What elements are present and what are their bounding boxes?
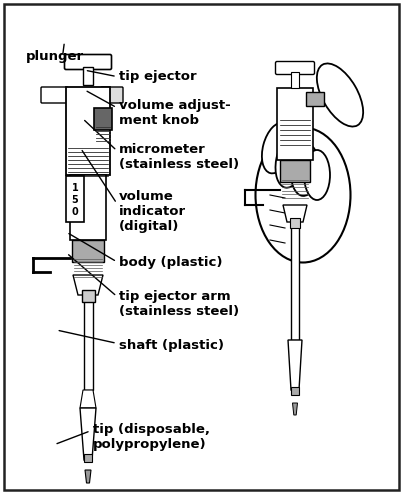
Ellipse shape: [276, 136, 305, 188]
Bar: [291, 222, 299, 340]
Bar: [70, 175, 106, 240]
Polygon shape: [283, 205, 307, 222]
FancyBboxPatch shape: [101, 87, 123, 103]
Bar: [66, 176, 84, 222]
Text: shaft (plastic): shaft (plastic): [119, 339, 224, 352]
Bar: [291, 387, 299, 395]
Text: tip ejector: tip ejector: [119, 70, 197, 83]
Text: 0: 0: [72, 207, 78, 217]
Text: 5: 5: [72, 195, 78, 205]
Text: body (plastic): body (plastic): [119, 256, 222, 269]
Text: plunger: plunger: [26, 50, 84, 63]
Bar: [277, 88, 313, 160]
FancyBboxPatch shape: [41, 87, 68, 103]
Ellipse shape: [256, 127, 351, 262]
Text: micrometer
(stainless steel): micrometer (stainless steel): [119, 143, 239, 171]
Text: volume
indicator
(digital): volume indicator (digital): [119, 190, 186, 233]
Ellipse shape: [291, 144, 319, 196]
Polygon shape: [73, 275, 103, 295]
Bar: [291, 72, 299, 88]
Bar: [84, 454, 92, 462]
Bar: [83, 67, 93, 85]
Ellipse shape: [317, 63, 363, 126]
Text: volume adjust-
ment knob: volume adjust- ment knob: [119, 99, 231, 126]
Polygon shape: [80, 390, 96, 408]
Text: tip (disposable,
polypropylene): tip (disposable, polypropylene): [93, 423, 210, 451]
Bar: [66, 87, 110, 175]
Polygon shape: [293, 403, 297, 415]
Bar: [72, 240, 104, 262]
FancyBboxPatch shape: [306, 92, 324, 106]
Bar: [94, 108, 112, 130]
FancyBboxPatch shape: [276, 61, 314, 75]
Bar: [84, 294, 93, 390]
Bar: [280, 160, 310, 182]
Polygon shape: [80, 408, 96, 460]
Text: 1: 1: [72, 183, 78, 193]
FancyBboxPatch shape: [64, 54, 112, 70]
Polygon shape: [288, 340, 302, 390]
Polygon shape: [85, 470, 91, 483]
Ellipse shape: [262, 123, 292, 173]
Bar: [82, 290, 95, 302]
Bar: [290, 218, 300, 228]
Ellipse shape: [304, 150, 330, 200]
Text: tip ejector arm
(stainless steel): tip ejector arm (stainless steel): [119, 290, 239, 318]
